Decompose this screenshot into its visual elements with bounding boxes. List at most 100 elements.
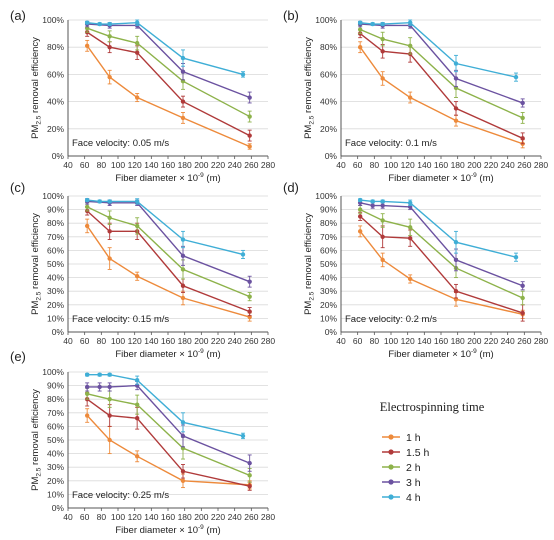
y-tick-label: 40% — [320, 273, 337, 283]
y-axis-title-sub: 2.5 — [36, 467, 43, 476]
y-tick-label: 10% — [47, 489, 64, 499]
x-tick-label: 200 — [194, 336, 208, 346]
x-tick-label: 120 — [401, 160, 415, 170]
data-point — [357, 45, 363, 50]
x-tick-label: 260 — [517, 160, 531, 170]
x-tick-label: 140 — [144, 160, 158, 170]
series-line — [86, 210, 250, 313]
x-tick-label: 60 — [80, 160, 90, 170]
y-tick-label: 40% — [320, 97, 337, 107]
panel-label: (d) — [283, 180, 299, 195]
series-line — [86, 45, 250, 148]
y-tick-label: 0% — [52, 503, 65, 513]
y-tick-label: 0% — [325, 151, 338, 161]
data-point — [370, 203, 375, 208]
data-point — [247, 114, 252, 119]
y-tick-label: 40% — [47, 97, 64, 107]
y-tick-label: 30% — [47, 462, 64, 472]
data-point — [453, 289, 459, 294]
y-axis-title-sub: 2.5 — [36, 291, 43, 300]
data-point — [84, 197, 90, 203]
data-point — [134, 199, 140, 204]
data-point — [407, 200, 413, 205]
y-axis-title-main: PM — [303, 301, 314, 315]
x-axis-title-rest: (m) — [204, 525, 221, 536]
panels: (a)0%20%40%60%80%100%40 60 80 100 120 140 160 1… — [10, 8, 548, 536]
y-axis-title-sub: 2.5 — [36, 115, 43, 124]
chart-panel: (c) 0% 10% 20% 30% 40% 50% 60% 70% 80% 90% 100% 40 60… — [10, 180, 275, 360]
data-point — [407, 276, 413, 282]
x-tick-label: 40 — [63, 512, 73, 522]
panel-label: (b) — [283, 8, 299, 23]
y-tick-label: 80% — [47, 394, 64, 404]
x-axis-title-sup: -9 — [471, 172, 477, 179]
y-tick-label: 100% — [42, 191, 64, 201]
data-point — [180, 295, 186, 301]
x-axis-title-rest: (m) — [204, 173, 221, 184]
y-tick-label: 20% — [47, 124, 64, 134]
x-axis-title-main: Fiber diameter × 10 — [115, 173, 198, 184]
data-point — [247, 473, 252, 478]
y-tick-label: 60% — [320, 245, 337, 255]
y-tick-label: 60% — [320, 69, 337, 79]
data-point — [134, 95, 140, 100]
data-point — [247, 294, 252, 299]
x-tick-label: 100 — [111, 512, 125, 522]
x-tick-label: 280 — [534, 160, 548, 170]
x-tick-label: 260 — [517, 336, 531, 346]
x-tick-label: 200 — [194, 512, 208, 522]
data-point — [357, 229, 363, 234]
x-tick-label: 260 — [244, 160, 258, 170]
series-line — [86, 415, 250, 486]
x-tick-label: 80 — [370, 336, 380, 346]
y-axis-title-rest: removal efficiency — [30, 389, 41, 468]
legend-swatch-marker — [388, 464, 394, 470]
data-point — [180, 267, 186, 272]
x-axis-title-main: Fiber diameter × 10 — [115, 349, 198, 360]
x-axis-title: Fiber diameter × 10-9 (m) — [115, 348, 220, 360]
data-point — [134, 223, 140, 229]
data-point — [520, 115, 525, 121]
y-tick-label: 100% — [315, 191, 337, 201]
data-point — [240, 433, 246, 439]
series-line — [87, 384, 250, 464]
x-tick-label: 240 — [228, 336, 242, 346]
data-point — [247, 279, 252, 284]
y-tick-label: 60% — [47, 421, 64, 431]
data-point — [380, 257, 385, 263]
x-axis-title: Fiber diameter × 10-9 (m) — [115, 172, 220, 184]
x-tick-label: 220 — [211, 336, 225, 346]
y-tick-label: 20% — [320, 300, 337, 310]
data-point — [180, 69, 186, 74]
x-tick-label: 180 — [178, 336, 192, 346]
y-axis-title-rest: removal efficiency — [303, 213, 314, 292]
legend-item: 1.5 h — [382, 447, 430, 459]
y-tick-label: 70% — [47, 408, 64, 418]
x-axis-title: Fiber diameter × 10-9 (m) — [115, 524, 220, 536]
data-point — [107, 215, 112, 220]
x-axis-title-sup: -9 — [198, 172, 204, 179]
legend-label: 1.5 h — [406, 447, 430, 459]
x-tick-label: 60 — [80, 336, 90, 346]
x-tick-label: 80 — [97, 160, 107, 170]
x-tick-label: 140 — [144, 336, 158, 346]
y-tick-label: 100% — [42, 367, 64, 377]
x-axis-title: Fiber diameter × 10-9 (m) — [388, 172, 493, 184]
y-tick-label: 40% — [47, 273, 64, 283]
data-point — [84, 204, 90, 210]
data-point — [407, 20, 413, 25]
series-line — [87, 199, 244, 256]
data-point — [520, 283, 525, 288]
legend-item: 2 h — [382, 462, 421, 474]
data-point — [380, 203, 385, 208]
legend-title: Electrospinning time — [380, 400, 485, 414]
y-tick-label: 100% — [315, 15, 337, 25]
x-tick-label: 40 — [336, 336, 346, 346]
legend-label: 1 h — [406, 432, 421, 444]
data-point — [134, 454, 140, 459]
data-point — [180, 283, 186, 288]
legend-swatch-marker — [388, 434, 394, 440]
data-point — [107, 199, 112, 204]
series-3 — [84, 23, 252, 123]
